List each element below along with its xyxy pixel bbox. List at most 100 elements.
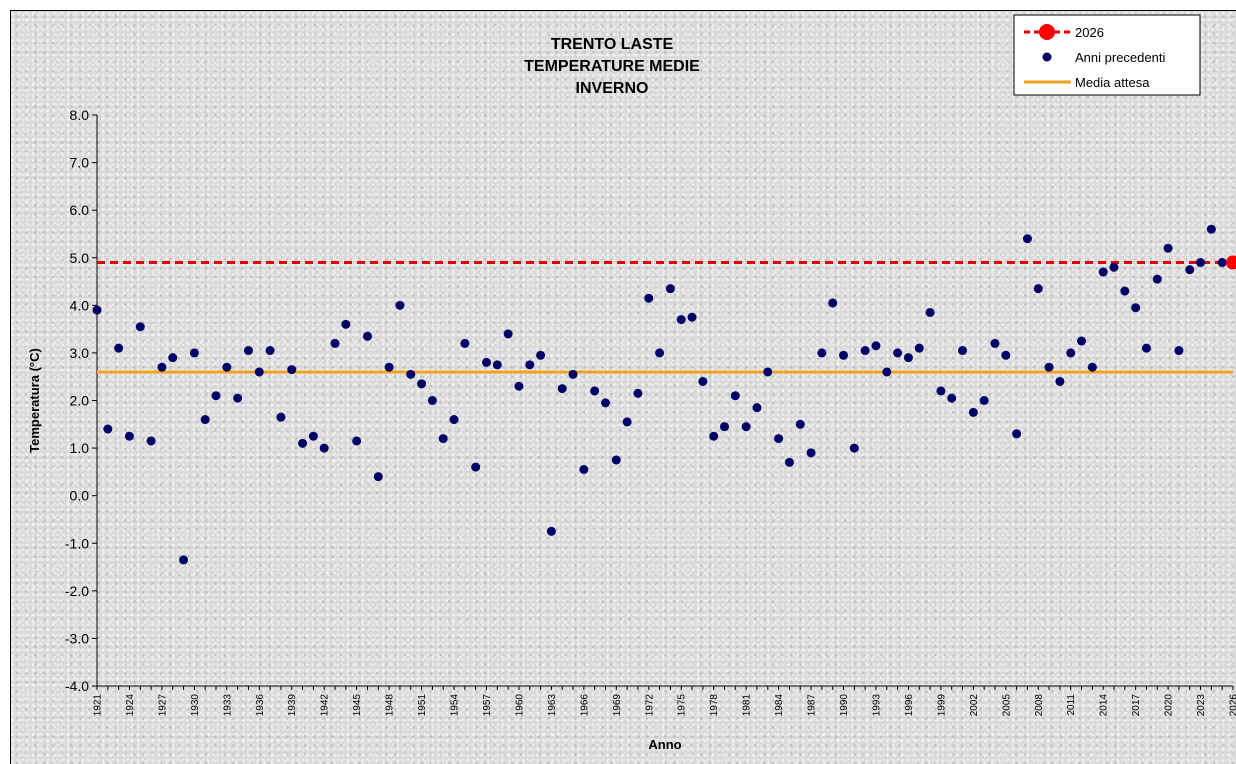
data-point [644,294,653,303]
data-point [157,363,166,372]
data-point [395,301,404,310]
data-point [1099,268,1108,277]
y-tick-label: -3.0 [65,630,89,646]
data-point [1218,258,1227,267]
chart-canvas: TRENTO LASTE TEMPERATURE MEDIE INVERNO -… [11,11,1236,764]
x-tick-label: 2023 [1196,694,1207,717]
legend-media-label: Media attesa [1075,75,1150,90]
data-point [1120,287,1129,296]
data-point [633,389,642,398]
data-point [1023,234,1032,243]
x-tick-label: 2026 [1229,694,1236,717]
data-point [136,322,145,331]
data-point [1045,363,1054,372]
data-point [601,398,610,407]
data-point [666,284,675,293]
data-point [266,346,275,355]
x-tick-label: 1948 [385,694,396,717]
x-tick-label: 1960 [514,694,525,717]
data-point [947,394,956,403]
data-point [904,353,913,362]
data-point [493,360,502,369]
title-line-2: TEMPERATURE MEDIE [524,58,700,75]
x-tick-label: 1954 [450,694,461,717]
data-point [828,298,837,307]
x-tick-label: 1975 [677,694,688,717]
y-tick-label: 6.0 [70,202,90,218]
data-point [125,432,134,441]
data-point [871,341,880,350]
x-tick-label: 1927 [157,694,168,717]
data-point [417,379,426,388]
data-point [385,363,394,372]
data-point [1142,344,1151,353]
data-point [1174,346,1183,355]
x-tick-label: 1969 [612,694,623,717]
data-point [147,436,156,445]
y-tick-label: -4.0 [65,678,89,694]
data-point [1055,377,1064,386]
x-tick-label: 1939 [287,694,298,717]
y-tick-label: 3.0 [70,345,90,361]
x-tick-label: 2008 [1034,694,1045,717]
data-point [233,394,242,403]
x-axis-title: Anno [648,737,681,752]
data-point [428,396,437,405]
x-tick-label: 1987 [807,694,818,717]
data-point [1034,284,1043,293]
y-tick-label: 1.0 [70,440,90,456]
x-tick-label: 2005 [1001,694,1012,717]
data-point [309,432,318,441]
x-tick-label: 1936 [255,694,266,717]
data-point [558,384,567,393]
chart-area: TRENTO LASTE TEMPERATURE MEDIE INVERNO -… [10,10,1236,764]
data-point [1153,275,1162,284]
data-point [298,439,307,448]
data-point [893,348,902,357]
data-point [1131,303,1140,312]
data-point [785,458,794,467]
x-tick-label: 2020 [1164,694,1175,717]
data-point [796,420,805,429]
y-tick-label: 4.0 [70,297,90,313]
data-point [839,351,848,360]
data-point [677,315,686,324]
data-point [569,370,578,379]
data-point [450,415,459,424]
data-point [742,422,751,431]
data-point [1185,265,1194,274]
data-point [1077,337,1086,346]
data-point [547,527,556,536]
data-point [936,386,945,395]
legend: 2026 Anni precedenti Media attesa [1014,15,1200,95]
data-point [915,344,924,353]
reference-lines [97,263,1233,372]
y-tick-label: -2.0 [65,583,89,599]
x-tick-label: 1945 [352,694,363,717]
data-point [255,367,264,376]
data-point [1207,225,1216,234]
data-point [331,339,340,348]
data-point [655,348,664,357]
data-point [807,448,816,457]
x-tick-label: 1921 [93,694,104,717]
data-points [93,225,1236,565]
x-tick-label: 1957 [482,694,493,717]
x-tick-label: 2014 [1099,694,1110,717]
x-tick-label: 1981 [742,694,753,717]
x-tick-label: 1993 [871,694,882,717]
x-tick-label: 1972 [644,694,655,717]
data-point [1001,351,1010,360]
x-tick-label: 1984 [774,694,785,717]
data-point [103,425,112,434]
data-point [514,382,523,391]
data-point [363,332,372,341]
data-point [276,413,285,422]
y-axis-title: Temperatura (°C) [27,348,42,453]
x-tick-label: 1933 [222,694,233,717]
data-point [882,367,891,376]
y-tick-label: -1.0 [65,535,89,551]
data-point [1066,348,1075,357]
data-point [774,434,783,443]
data-point [168,353,177,362]
